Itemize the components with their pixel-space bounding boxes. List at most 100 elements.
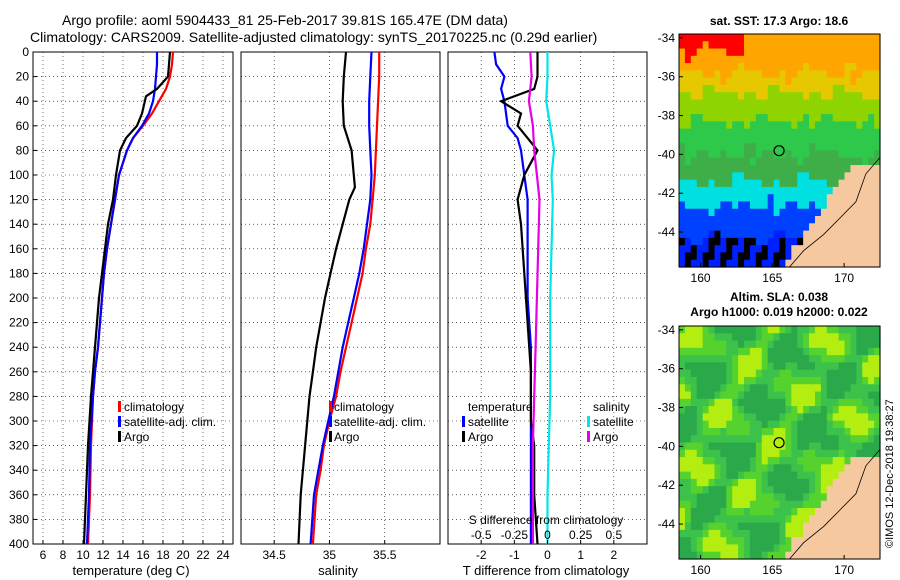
map-cell (679, 157, 686, 166)
map-cell (732, 34, 739, 42)
map-cell (749, 478, 757, 487)
map-cell (767, 34, 775, 42)
map-cell (785, 515, 792, 524)
map-cell (714, 77, 721, 86)
map-cell (773, 522, 781, 531)
map-cell (690, 515, 698, 524)
map-cell (832, 143, 840, 152)
map-cell (826, 230, 834, 239)
map-cell (779, 92, 787, 101)
map-cell (726, 77, 733, 86)
map-cell (773, 121, 781, 130)
map-cell (844, 471, 852, 480)
map-cell (809, 135, 816, 144)
map-cell (814, 150, 822, 159)
map-cell (850, 457, 857, 465)
map-cell (838, 413, 846, 422)
map-cell (679, 398, 686, 407)
map-cell (862, 48, 869, 57)
map-cell (726, 449, 733, 458)
map-cell (690, 63, 698, 72)
map-cell (850, 529, 857, 538)
map-cell (844, 157, 852, 166)
map-cell (720, 143, 727, 152)
map-cell (809, 435, 816, 444)
map-cell (785, 406, 792, 414)
map-cell (761, 537, 769, 546)
map-cell (726, 537, 733, 546)
map-cell (755, 362, 763, 371)
map-cell (708, 508, 716, 516)
map-cell (785, 420, 792, 429)
map-cell (726, 406, 733, 414)
map-cell (856, 333, 863, 342)
map-cell (874, 41, 881, 50)
map-cell (755, 135, 763, 144)
map-cell (838, 237, 846, 246)
map-cell (797, 355, 804, 364)
map-cell (844, 369, 852, 378)
map-cell (832, 340, 840, 349)
map-cell (832, 223, 840, 232)
map-cell (720, 551, 727, 560)
sla-map-title: Altim. SLA: 0.038 (730, 290, 828, 304)
map-cell (702, 449, 710, 458)
y-tick-label: 240 (9, 340, 29, 354)
map-cell (708, 544, 716, 553)
map-cell (803, 99, 810, 108)
map-cell (708, 172, 716, 181)
map-cell (874, 150, 881, 159)
legend-label-satellite: satellite-adj. clim. (124, 415, 216, 429)
map-cell (696, 457, 704, 465)
map-cell (773, 63, 781, 72)
map-cell (761, 34, 769, 42)
map-cell (797, 179, 804, 188)
map-cell (868, 486, 875, 495)
map-cell (785, 84, 792, 93)
map-cell (826, 529, 834, 538)
map-cell (773, 493, 781, 502)
map-cell (826, 515, 834, 524)
map-cell (779, 340, 787, 349)
map-cell (744, 500, 751, 509)
map-cell (797, 150, 804, 159)
map-cell (684, 478, 692, 487)
map-cell (809, 150, 816, 159)
map-cell (809, 391, 816, 400)
map-cell (720, 106, 727, 115)
map-cell (773, 478, 781, 487)
map-cell (844, 237, 852, 246)
map-cell (868, 201, 875, 210)
map-cell (809, 340, 816, 349)
map-cell (826, 48, 834, 57)
map-cell (732, 157, 739, 166)
map-cell (744, 551, 751, 560)
map-cell (767, 340, 775, 349)
map-cell (826, 237, 834, 246)
map-cell (696, 70, 704, 79)
lat-tick-label: -38 (658, 401, 676, 415)
map-cell (708, 478, 716, 487)
map-cell (874, 471, 881, 480)
map-cell (826, 41, 834, 50)
map-cell (791, 216, 798, 224)
map-cell (856, 340, 863, 349)
map-cell (838, 347, 846, 356)
map-cell (868, 464, 875, 473)
map-cell (832, 114, 840, 122)
lat-tick-label: -34 (658, 31, 676, 45)
map-cell (868, 427, 875, 436)
map-cell (690, 121, 698, 130)
map-cell (738, 216, 745, 224)
map-cell (738, 369, 745, 378)
map-cell (749, 326, 757, 334)
y-tick-label: 40 (16, 94, 30, 108)
map-cell (850, 551, 857, 560)
map-cell (726, 165, 733, 173)
map-cell (862, 245, 869, 254)
map-cell (814, 478, 822, 487)
map-cell (803, 70, 810, 79)
map-cell (749, 237, 757, 246)
map-cell (732, 435, 739, 444)
map-cell (767, 406, 775, 414)
